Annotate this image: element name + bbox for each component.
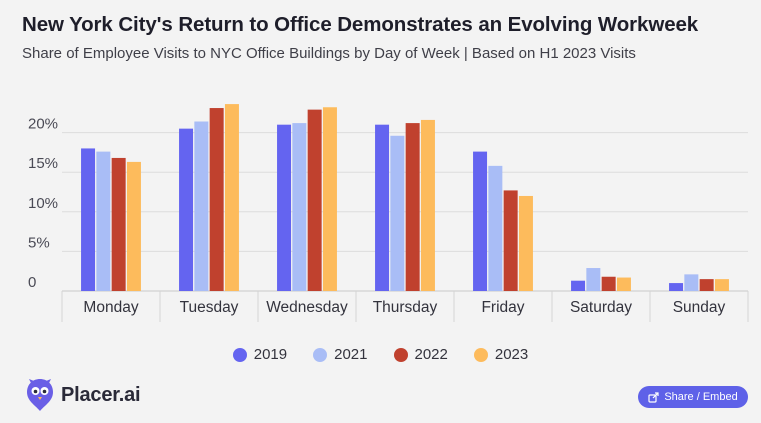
placer-logo-icon: [27, 379, 53, 411]
bar-2023-sunday: [714, 279, 729, 291]
bar-2022-friday: [503, 190, 518, 291]
share-embed-label: Share / Embed: [664, 391, 738, 403]
y-tick-label: 20%: [28, 116, 58, 133]
bar-2023-friday: [518, 195, 533, 291]
bar-2019-thursday: [375, 124, 390, 292]
x-tick-label: Tuesday: [180, 299, 239, 316]
legend-item-2022[interactable]: 2022: [393, 346, 448, 363]
legend-swatch: [393, 347, 408, 362]
bar-2019-wednesday: [277, 124, 292, 292]
bar-2021-thursday: [390, 135, 405, 291]
legend: 2019 2021 2022 2023: [0, 346, 761, 363]
y-tick-label: 15%: [28, 155, 58, 172]
bar-2023-thursday: [420, 119, 435, 291]
bar-2022-tuesday: [209, 108, 224, 291]
chart-title: New York City's Return to Office Demonst…: [22, 13, 699, 36]
x-tick-label: Friday: [481, 299, 524, 316]
x-tick-label: Saturday: [570, 299, 632, 316]
bar-2022-thursday: [405, 123, 420, 291]
bar-2021-saturday: [586, 268, 601, 291]
bar-2022-saturday: [601, 276, 616, 291]
x-tick-label: Thursday: [373, 299, 438, 316]
bar-2019-monday: [81, 148, 96, 291]
share-embed-button[interactable]: Share / Embed: [638, 386, 748, 408]
bar-2021-tuesday: [194, 121, 209, 292]
legend-item-2021[interactable]: 2021: [313, 346, 368, 363]
x-tick-label: Wednesday: [266, 299, 348, 316]
brand: Placer.ai: [26, 378, 141, 412]
legend-item-2019[interactable]: 2019: [232, 346, 288, 363]
legend-swatch: [232, 347, 247, 362]
legend-swatch: [313, 347, 328, 362]
x-tick-label: Sunday: [673, 299, 726, 316]
legend-item-2023[interactable]: 2023: [473, 346, 529, 363]
bar-chart: 0 5% 10% 15% 20% Monday Tuesday Wednesday Thursd…: [28, 104, 749, 322]
legend-swatch: [473, 347, 488, 362]
bar-2021-friday: [488, 165, 503, 291]
bar-2019-tuesday: [179, 128, 194, 291]
bar-2021-monday: [96, 151, 111, 291]
y-tick-label: 0: [28, 274, 36, 291]
bar-2019-saturday: [571, 280, 586, 291]
legend-label: 2023: [494, 346, 529, 363]
y-tick-label: 10%: [28, 195, 58, 212]
y-tick-label: 5%: [28, 234, 50, 251]
bar-2023-tuesday: [224, 104, 239, 291]
bar-2023-saturday: [616, 277, 631, 291]
bar-2021-sunday: [684, 274, 699, 291]
bar-2023-monday: [126, 161, 141, 291]
x-tick-label: Monday: [83, 299, 138, 316]
share-icon: [648, 391, 659, 403]
bar-2022-wednesday: [307, 109, 322, 291]
brand-name: Placer.ai: [61, 383, 141, 406]
chart-subtitle: Share of Employee Visits to NYC Office B…: [22, 45, 636, 62]
legend-label: 2019: [253, 346, 288, 363]
bar-2019-sunday: [669, 283, 684, 291]
legend-label: 2021: [334, 346, 368, 363]
bar-2019-friday: [473, 151, 488, 291]
bar-2023-wednesday: [322, 107, 337, 291]
bar-2022-sunday: [699, 279, 714, 291]
bar-2021-wednesday: [292, 123, 307, 291]
legend-label: 2022: [414, 346, 448, 363]
bar-2022-monday: [111, 157, 126, 291]
